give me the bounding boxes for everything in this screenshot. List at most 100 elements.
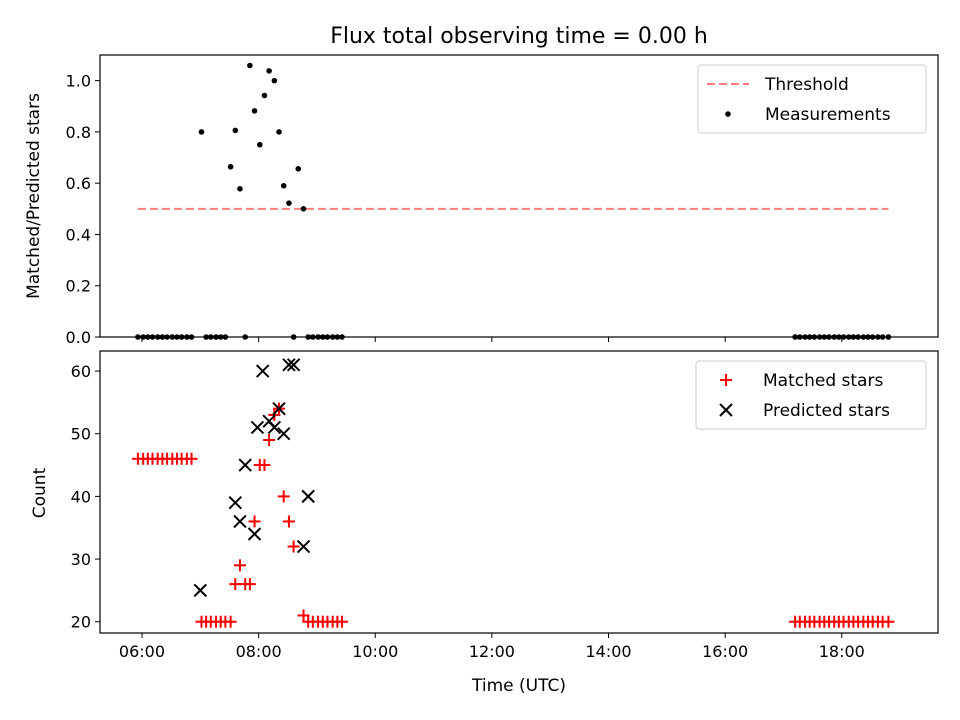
measurements-point: [154, 334, 161, 340]
bottom-y-tick-label: 50: [71, 425, 91, 444]
top-y-tick-label: 0.8: [66, 123, 91, 142]
measurements-point: [305, 334, 311, 340]
top-y-tick-label: 0.0: [66, 328, 91, 347]
top-y-tick-label: 0.2: [66, 277, 91, 296]
measurements-point: [840, 334, 847, 340]
measurements-legend-swatch: [725, 111, 731, 117]
bottom-y-axis: 20 30 40 50 60: [71, 362, 100, 632]
matched-stars-point: [258, 459, 271, 472]
measurements-point: [806, 334, 813, 340]
top-legend: Threshold Measurements: [697, 64, 927, 134]
measurements-point: [247, 62, 253, 69]
measurements-point: [256, 141, 263, 148]
measurements-point: [178, 334, 185, 340]
chart-title: Flux total observing time = 0.00 h: [330, 24, 708, 49]
x-tick-label: 12:00: [469, 642, 515, 661]
matched-stars-point: [277, 490, 290, 503]
measurements-point: [792, 334, 798, 340]
matched-stars-point: [243, 578, 256, 591]
measurements-point: [821, 334, 828, 340]
measurements-point: [174, 334, 180, 340]
top-plot-area: [135, 62, 892, 340]
measurements-point: [164, 334, 170, 340]
measurements-point: [315, 334, 321, 340]
bottom-y-tick-label: 40: [71, 487, 91, 506]
measurements-point: [261, 92, 268, 99]
measurements-point: [145, 334, 151, 340]
threshold-legend-label: Threshold: [764, 75, 849, 95]
matched-stars-point: [336, 615, 349, 628]
x-tick-label: 06:00: [119, 642, 165, 661]
matched-stars-point: [185, 452, 198, 465]
bottom-x-axis: 06:00 08:00 10:00 12:00 14:00 16:00 18:00: [119, 633, 865, 661]
matched-stars-legend-label: Matched stars: [763, 371, 883, 391]
measurements-point: [295, 166, 302, 172]
measurements-point: [280, 182, 287, 189]
measurements-point: [251, 108, 258, 114]
top-y-tick-label: 1.0: [66, 72, 91, 91]
measurements-point: [232, 127, 239, 134]
top-axes-frame: [99, 54, 939, 338]
measurements-point: [860, 334, 867, 340]
measurements-point: [339, 334, 345, 340]
bottom-legend-box: [695, 360, 927, 430]
measurements-point: [802, 334, 808, 340]
measurements-point: [811, 334, 818, 340]
measurements-point: [169, 334, 176, 340]
measurements-point: [222, 334, 229, 340]
measurements-point: [885, 334, 892, 340]
measurements-point: [816, 334, 823, 340]
predicted-stars-point: [286, 358, 301, 372]
measurements-point: [271, 77, 278, 84]
matched-stars-point: [233, 559, 246, 572]
measurements-point: [290, 334, 297, 340]
top-y-axis-label: Matched/Predicted stars: [24, 93, 44, 299]
measurements-point: [266, 68, 272, 74]
measurements-point: [300, 206, 307, 212]
predicted-stars-point: [267, 420, 282, 435]
bottom-y-tick-label: 20: [71, 613, 91, 632]
measurements-point: [213, 334, 219, 340]
measurements-point: [203, 334, 209, 340]
measurements-point: [831, 334, 837, 340]
top-y-tick-label: 0.6: [66, 174, 91, 193]
matched-stars-point: [224, 615, 237, 628]
matched-stars-legend-swatch: [720, 374, 732, 386]
predicted-stars-legend-swatch: [719, 403, 733, 417]
measurements-point: [140, 334, 146, 340]
predicted-stars-point: [250, 420, 265, 435]
measurements-point: [198, 129, 205, 135]
measurements-legend-label: Measurements: [765, 105, 891, 125]
measurements-point: [329, 334, 336, 340]
measurements-point: [334, 334, 341, 340]
measurements-point: [796, 334, 803, 340]
measurements-point: [188, 334, 195, 340]
predicted-stars-point: [296, 539, 311, 554]
measurements-point: [184, 334, 190, 340]
measurements-point: [149, 334, 156, 340]
measurements-point: [237, 186, 243, 192]
predicted-stars-point: [282, 358, 296, 372]
measurements-point: [845, 334, 852, 340]
top-y-tick-label: 0.4: [66, 225, 91, 244]
bottom-axes-frame: [99, 350, 939, 634]
measurements-point: [319, 334, 326, 340]
measurements-point: [826, 334, 832, 340]
bottom-y-tick-label: 30: [71, 550, 91, 569]
predicted-stars-legend-label: Predicted stars: [763, 401, 890, 421]
measurements-point: [324, 334, 331, 340]
predicted-stars-point: [247, 527, 262, 541]
matched-stars-point: [287, 540, 300, 553]
measurements-point: [850, 334, 857, 340]
measurements-point: [855, 334, 861, 340]
measurements-point: [879, 334, 886, 340]
measurements-point: [869, 334, 876, 340]
predicted-stars-point: [301, 489, 315, 504]
predicted-stars-point: [193, 583, 208, 598]
measurements-point: [135, 334, 141, 340]
bottom-y-tick-label: 60: [71, 362, 91, 381]
predicted-stars-point: [228, 495, 243, 510]
predicted-stars-point: [238, 458, 252, 472]
x-tick-label: 08:00: [236, 642, 282, 661]
